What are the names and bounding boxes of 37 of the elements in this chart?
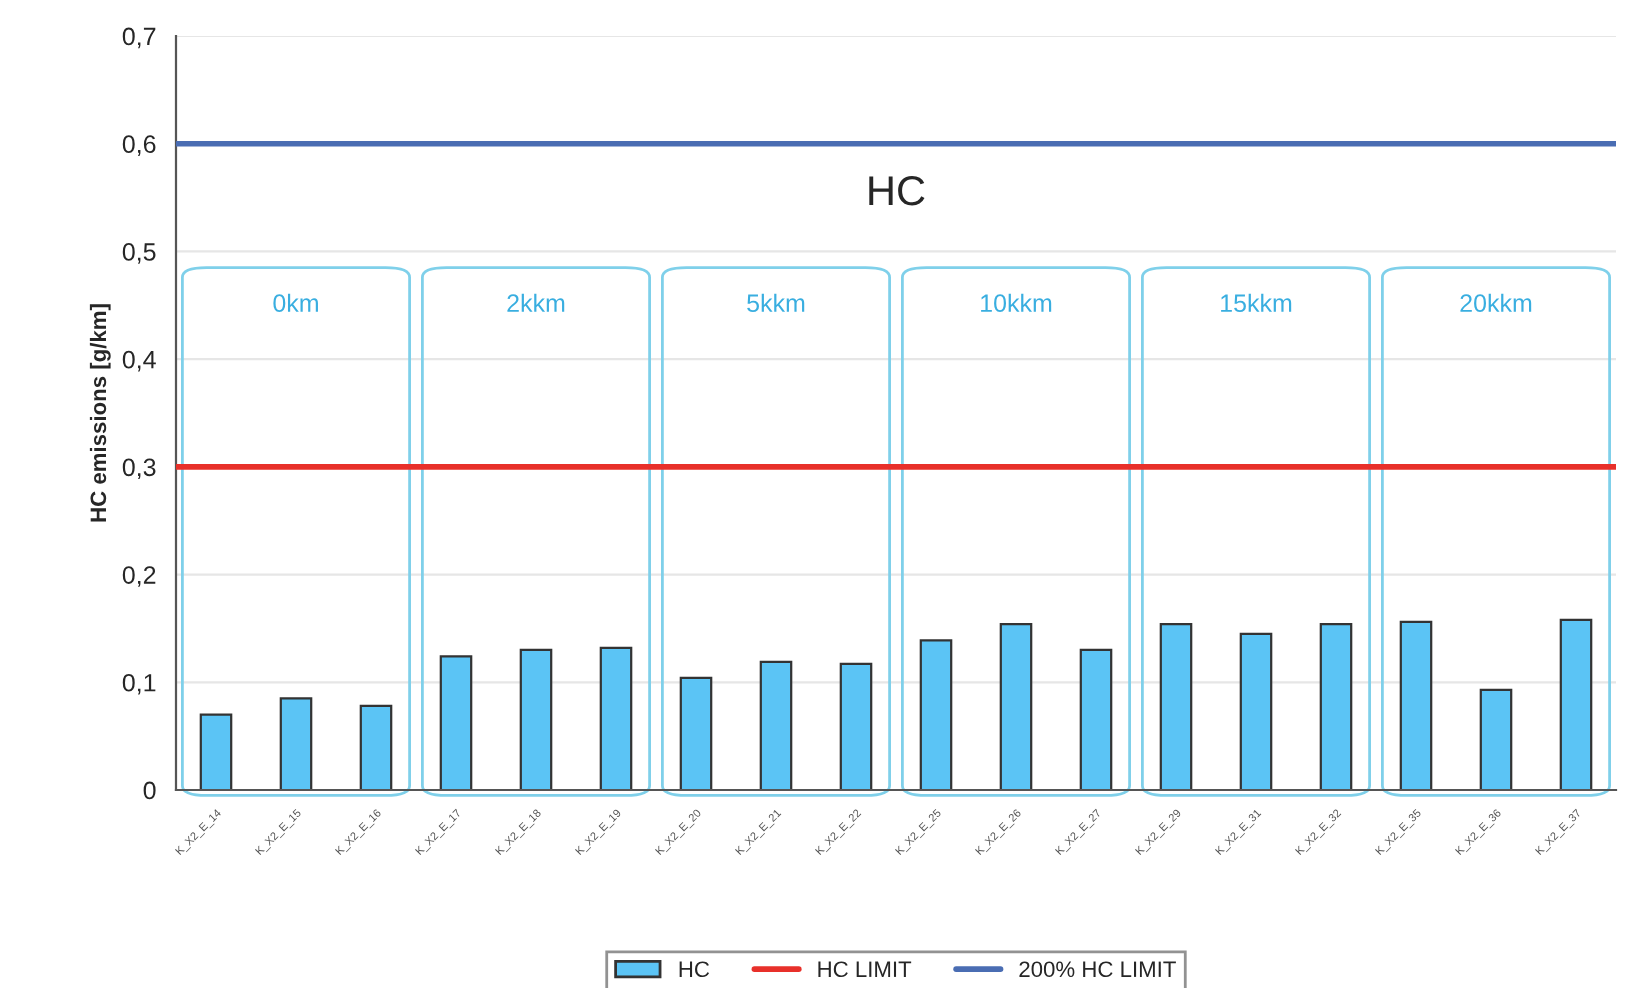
- bar: [759, 660, 793, 790]
- bar: [679, 676, 713, 790]
- bar: [1559, 618, 1593, 790]
- bar: [1079, 648, 1113, 790]
- bar: [1479, 688, 1513, 790]
- bar: [1319, 623, 1353, 790]
- bar: [599, 646, 633, 790]
- annotation: 0km: [273, 293, 318, 312]
- y-tick-label: 0,6: [122, 135, 156, 156]
- y-tick-label: 0,7: [122, 27, 156, 49]
- bar: [439, 655, 473, 790]
- bar: [1239, 632, 1273, 790]
- annotation: 15kkm: [1221, 293, 1292, 312]
- y-axis-title: HC emissions [g/km]: [89, 304, 111, 522]
- annotation: 5kkm: [747, 293, 805, 312]
- bar: [999, 623, 1033, 790]
- bar: [519, 648, 553, 790]
- annotation: 20kkm: [1460, 293, 1532, 312]
- annotation: 10kkm: [981, 293, 1052, 312]
- legend-label: HC LIMIT: [818, 961, 912, 978]
- y-tick-label: 0,1: [122, 673, 156, 695]
- bar: [839, 662, 873, 790]
- bar: [199, 713, 233, 790]
- y-tick-label: 0,5: [122, 243, 156, 264]
- y-tick-label: 0: [143, 781, 156, 800]
- bar: [919, 639, 953, 790]
- bar: [279, 697, 313, 790]
- bar: [1159, 623, 1193, 790]
- bar: [359, 704, 393, 790]
- annotation: 2kkm: [507, 293, 565, 312]
- y-tick-label: 0,2: [122, 566, 156, 587]
- bar: [1399, 620, 1433, 790]
- text: HC: [869, 176, 925, 206]
- legend-label: HC: [679, 961, 710, 978]
- legend-label: 200% HC LIMIT: [1019, 961, 1176, 978]
- y-tick-label: 0,4: [122, 350, 156, 372]
- y-tick-label: 0,3: [122, 458, 156, 480]
